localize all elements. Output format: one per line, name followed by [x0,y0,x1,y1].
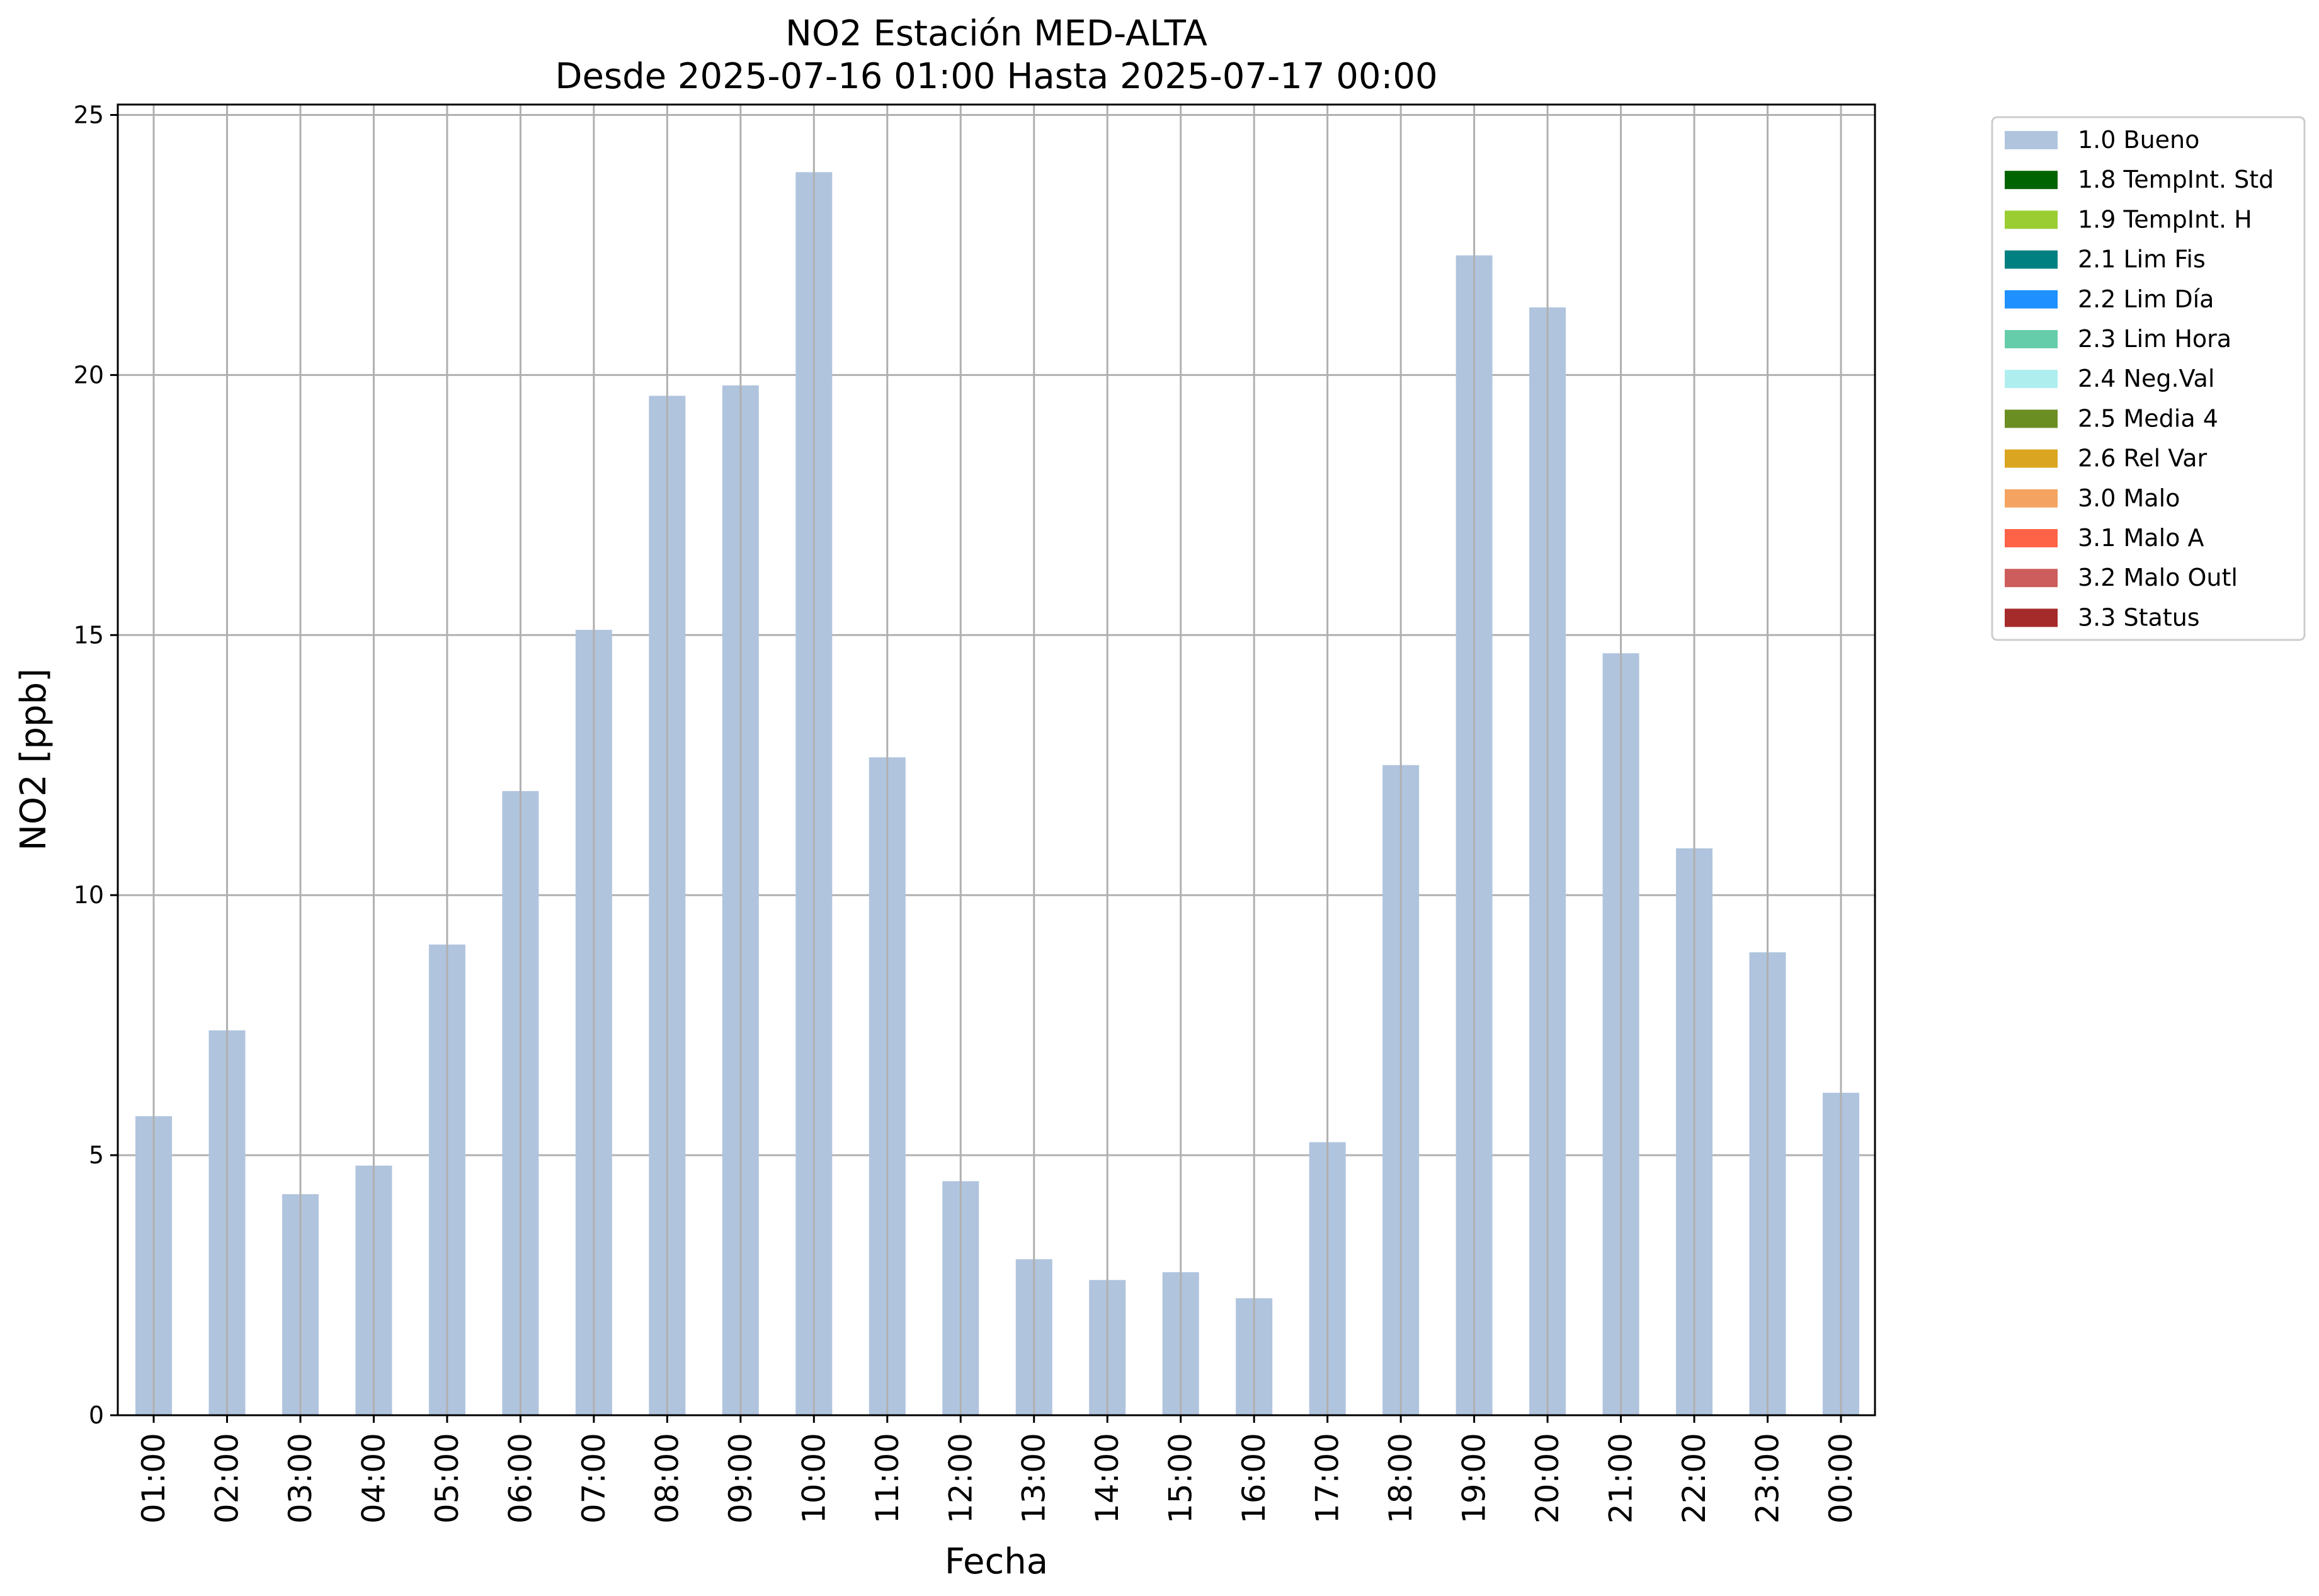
legend-swatch [2005,409,2058,428]
y-tick-label: 5 [89,1141,104,1169]
x-tick-label: 04:00 [355,1433,392,1524]
legend-frame [1991,116,2306,641]
x-tick-label: 00:00 [1823,1433,1859,1524]
legend-label: 3.3 Status [2078,603,2200,631]
x-tick-label: 06:00 [502,1433,538,1524]
legend-label: 2.5 Media 4 [2078,404,2218,432]
x-tick-label: 11:00 [869,1433,906,1524]
legend-label: 1.9 TempInt. H [2078,205,2252,233]
x-tick-label: 12:00 [942,1433,979,1524]
x-tick-label: 19:00 [1456,1433,1493,1524]
x-tick-label: 10:00 [795,1433,832,1524]
legend-swatch [2005,489,2058,508]
x-tick-label: 15:00 [1163,1433,1199,1524]
legend-swatch [2005,171,2058,190]
legend-swatch [2005,449,2058,468]
y-tick-label: 15 [74,621,104,649]
x-axis-label: Fecha [945,1541,1048,1582]
legend-swatch [2005,608,2058,627]
x-tick-label: 02:00 [208,1433,245,1524]
legend-swatch [2005,529,2058,547]
x-tick-label: 21:00 [1603,1433,1639,1524]
legend: 1.0 Bueno 1.8 TempInt. Std 1.9 TempInt. H 2… [1991,116,2306,641]
legend-swatch [2005,131,2058,149]
x-tick-label: 13:00 [1016,1433,1052,1524]
chart-title: NO2 Estación MED-ALTA [785,13,1207,54]
x-tick-label: 09:00 [722,1433,759,1524]
legend-label: 3.0 Malo [2078,484,2180,512]
legend-label: 1.8 TempInt. Std [2078,166,2274,193]
legend-label: 2.6 Rel Var [2078,445,2208,472]
x-tick-label: 23:00 [1750,1433,1786,1524]
x-tick-label: 07:00 [576,1433,612,1524]
x-tick-label: 05:00 [429,1433,465,1524]
y-tick-label: 20 [74,361,104,389]
bar-series [135,172,1859,1416]
x-tick-label: 18:00 [1382,1433,1419,1524]
x-tick-label: 17:00 [1309,1433,1346,1524]
chart-subtitle: Desde 2025-07-16 01:00 Hasta 2025-07-17 … [555,56,1437,97]
legend-label: 1.0 Bueno [2078,126,2199,154]
x-tick-label: 22:00 [1676,1433,1712,1524]
x-tick-label: 03:00 [282,1433,319,1524]
legend-swatch [2005,290,2058,309]
x-axis-ticks: 01:00 02:00 03:00 04:00 05:00 06:00 07:00 08:00… [135,1415,1859,1524]
legend-label: 3.1 Malo A [2078,524,2204,552]
legend-swatch [2005,330,2058,348]
legend-label: 2.1 Lim Fis [2078,246,2206,273]
legend-swatch [2005,370,2058,389]
x-tick-label: 16:00 [1236,1433,1272,1524]
y-tick-label: 25 [74,101,104,129]
x-tick-label: 14:00 [1089,1433,1125,1524]
y-tick-label: 10 [74,881,104,909]
y-tick-label: 0 [89,1401,104,1429]
y-axis-label: NO2 [ppb] [13,668,54,851]
legend-swatch [2005,250,2058,269]
x-tick-label: 20:00 [1529,1433,1566,1524]
plot-frame [117,103,1876,1416]
x-tick-label: 08:00 [649,1433,685,1524]
legend-label: 2.3 Lim Hora [2078,325,2231,353]
x-tick-label: 01:00 [135,1433,172,1524]
legend-swatch [2005,569,2058,588]
legend-label: 2.2 Lim Día [2078,285,2214,313]
y-axis-ticks: 0 5 10 15 20 25 [74,101,118,1429]
legend-swatch [2005,210,2058,229]
legend-label: 2.4 Neg.Val [2078,365,2214,392]
legend-label: 3.2 Malo Outl [2078,564,2238,591]
